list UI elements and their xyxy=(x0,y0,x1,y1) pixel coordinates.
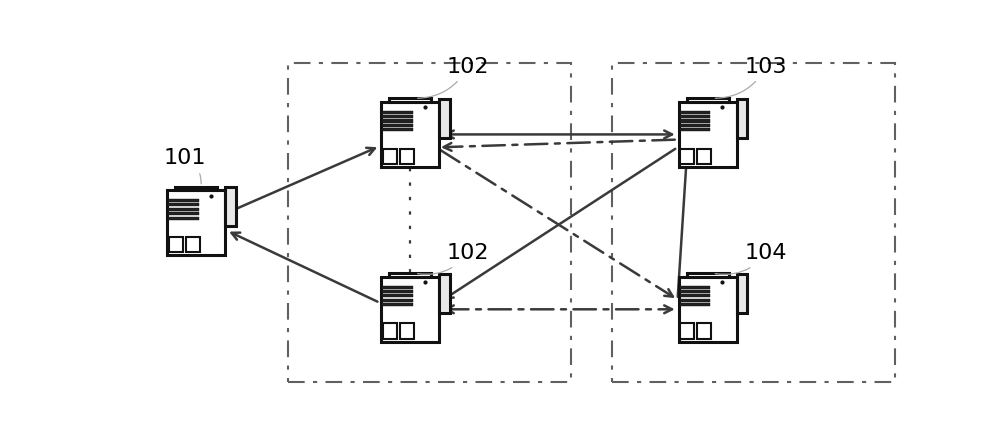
Bar xyxy=(439,274,450,313)
Bar xyxy=(687,273,729,277)
Bar xyxy=(679,277,737,342)
Bar xyxy=(697,324,711,339)
Bar xyxy=(680,128,710,131)
Bar xyxy=(168,199,199,202)
Bar xyxy=(168,208,199,211)
Bar xyxy=(680,124,710,127)
Bar xyxy=(381,102,439,167)
Bar xyxy=(680,303,710,306)
Bar xyxy=(382,120,413,123)
Bar xyxy=(680,286,710,289)
Bar xyxy=(383,149,397,164)
Bar xyxy=(169,237,183,252)
Bar xyxy=(400,149,414,164)
Bar xyxy=(680,294,710,297)
Bar xyxy=(382,303,413,306)
Bar xyxy=(382,299,413,302)
Text: 102: 102 xyxy=(418,243,489,274)
Bar xyxy=(382,294,413,297)
Bar xyxy=(737,274,747,313)
Bar xyxy=(168,212,199,215)
Bar xyxy=(383,324,397,339)
Bar xyxy=(697,149,711,164)
Text: 103: 103 xyxy=(715,57,788,98)
Bar xyxy=(382,128,413,131)
Bar xyxy=(439,99,450,138)
Bar xyxy=(381,277,439,342)
Bar xyxy=(737,99,747,138)
Bar xyxy=(680,120,710,123)
Text: 102: 102 xyxy=(418,57,489,98)
Bar xyxy=(167,191,225,255)
Bar xyxy=(175,187,217,191)
Bar xyxy=(400,324,414,339)
Bar xyxy=(389,98,431,102)
Bar xyxy=(680,324,694,339)
Bar xyxy=(680,111,710,114)
Bar xyxy=(288,63,571,382)
Bar xyxy=(382,286,413,289)
Bar xyxy=(687,98,729,102)
Bar xyxy=(382,290,413,293)
Bar xyxy=(680,290,710,293)
Bar xyxy=(680,299,710,302)
Text: 104: 104 xyxy=(715,243,788,274)
Bar xyxy=(389,273,431,277)
Bar xyxy=(680,149,694,164)
Bar xyxy=(680,115,710,118)
Bar xyxy=(382,111,413,114)
Bar xyxy=(612,63,895,382)
Bar xyxy=(679,102,737,167)
Bar xyxy=(382,124,413,127)
Bar xyxy=(225,187,236,226)
Text: 101: 101 xyxy=(164,148,206,184)
Bar xyxy=(168,217,199,220)
Bar xyxy=(382,115,413,118)
Bar xyxy=(186,237,200,252)
Bar xyxy=(168,203,199,206)
